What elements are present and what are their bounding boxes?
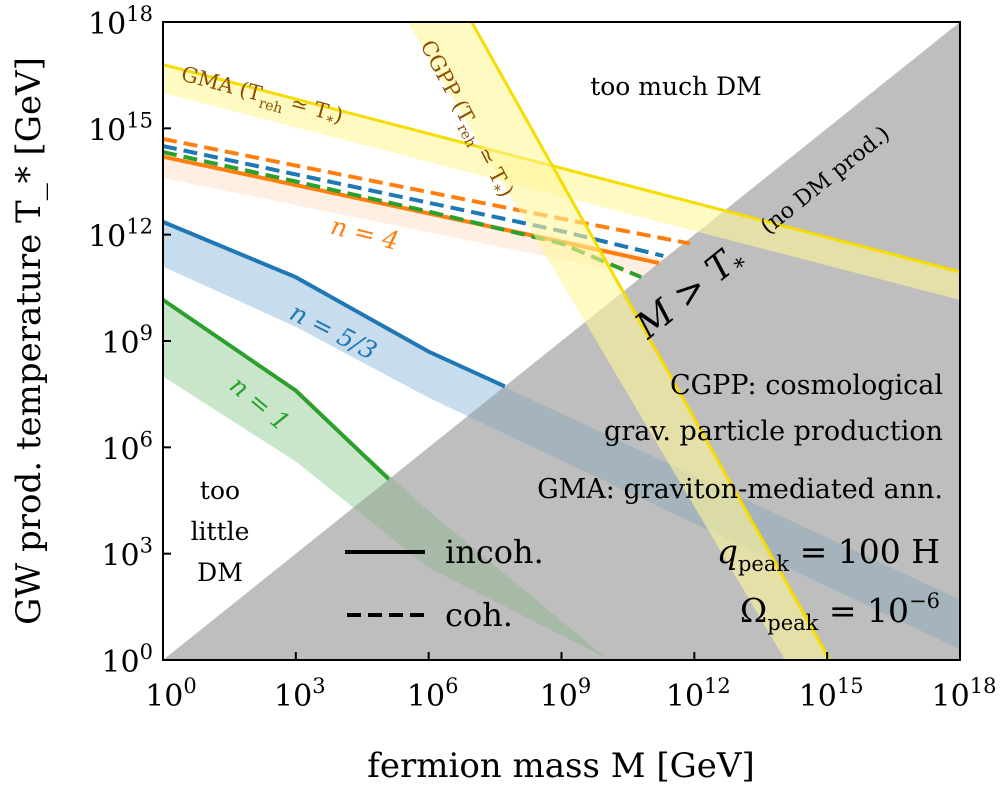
legend-coh-label: coh.: [445, 596, 513, 634]
too-little-label-3: DM: [197, 558, 243, 587]
y-tick-label: 106: [101, 427, 153, 467]
x-tick-label: 103: [274, 674, 326, 714]
plot-area: [163, 22, 960, 660]
y-tick-label: 1015: [88, 108, 153, 148]
x-tick-label: 1018: [932, 674, 997, 714]
legend: incoh. coh.: [345, 533, 544, 634]
x-tick-label: 1012: [666, 674, 731, 714]
uncertainty-band-overlay-2: [163, 299, 611, 660]
too-much-dm-label: too much DM: [590, 72, 762, 101]
series-line-2-coh: [163, 144, 664, 258]
cgpp-band-edge: [469, 22, 832, 660]
legend-incoh-label: incoh.: [445, 533, 544, 571]
too-little-label-2: little: [191, 517, 250, 546]
qpeak-label: qpeak = 100 H: [717, 532, 940, 576]
series-line-5-incoh: [163, 298, 391, 481]
x-axis-label: fermion mass M [GeV]: [367, 746, 754, 786]
too-little-label-1: too: [200, 476, 240, 505]
gma-definition: GMA: graviton-mediated ann.: [537, 474, 943, 505]
omega-peak-label: Ωpeak = 10−6: [740, 589, 940, 635]
x-tick-label: 100: [145, 674, 197, 714]
axes: 100 103 106 109 1012 1015 1018 100 103 106 109 1012…: [88, 2, 996, 714]
cgpp-band: [407, 22, 830, 660]
excluded-region: [163, 22, 960, 660]
x-tick-label: 109: [540, 674, 592, 714]
y-tick-label: 1012: [88, 215, 153, 255]
y-axis-label: GW prod. temperature T_* [GeV]: [9, 57, 49, 625]
x-tick-label: 106: [407, 674, 459, 714]
cgpp-definition-2: grav. particle production: [604, 416, 943, 447]
x-tick-label: 1015: [799, 674, 864, 714]
cgpp-definition-1: CGPP: cosmological: [670, 370, 943, 401]
y-tick-label: 1018: [88, 2, 153, 42]
series-line-1-coh: [163, 137, 691, 246]
series-line-4-incoh: [163, 220, 506, 389]
y-tick-label: 103: [101, 534, 153, 574]
y-tick-label: 109: [101, 321, 153, 361]
series-line-3-coh: [163, 150, 642, 280]
gma-band-edge: [163, 63, 960, 274]
y-tick-label: 100: [101, 640, 153, 680]
